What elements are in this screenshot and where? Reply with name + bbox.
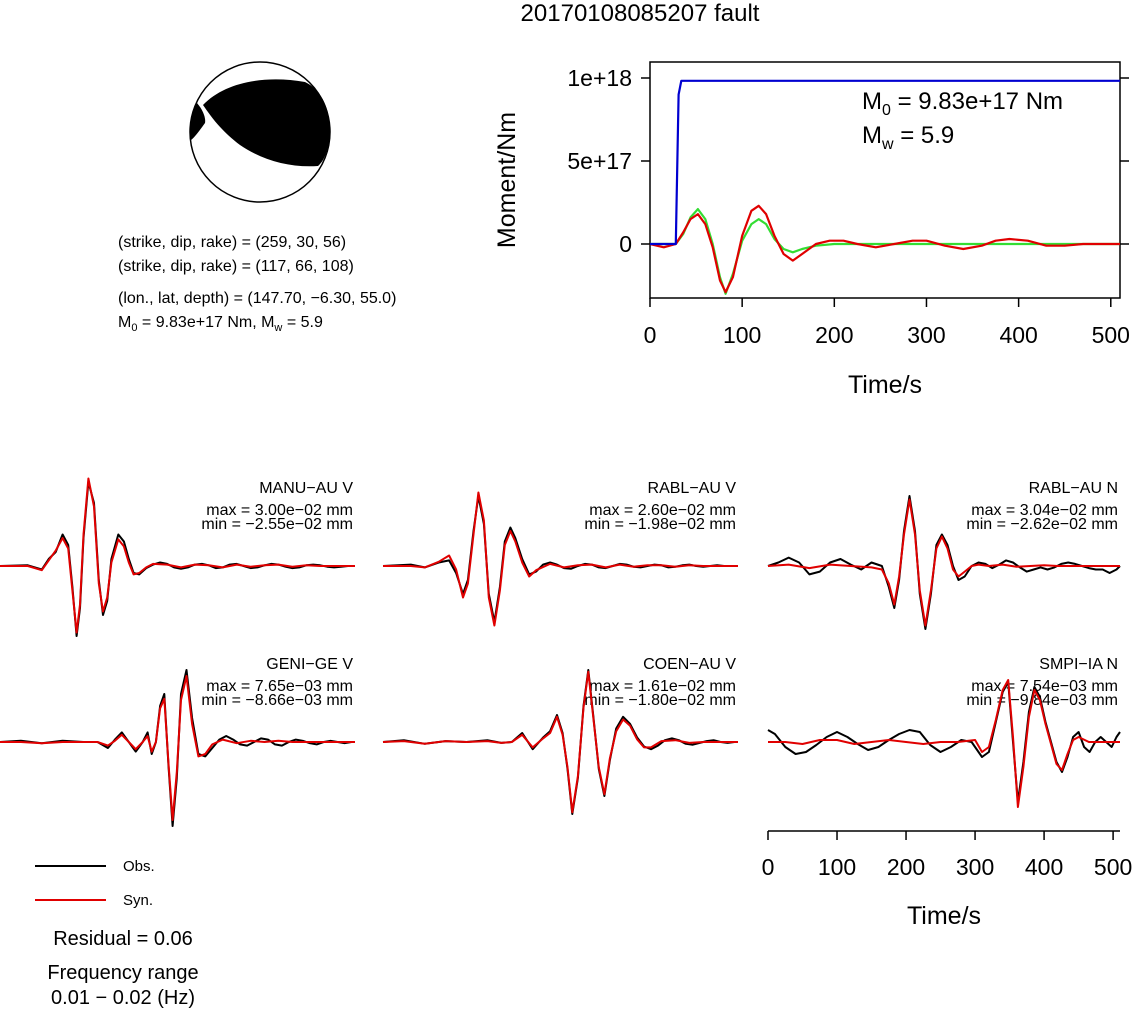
station-name: COEN−AU V	[643, 656, 736, 673]
waveform-time-axis: Time/s 0 100 200 300 400 500	[762, 830, 1132, 930]
station-min: min = −1.98e−02 mm	[584, 516, 736, 533]
station-max: max = 1.61e−02 mm	[589, 678, 736, 695]
waveform-x-tick-label: 400	[1025, 854, 1063, 880]
moment-rate-plot: 0 100 200 300 400 500 0 5e+17 1e+18 Time/s Mome…	[493, 61, 1130, 399]
station-min: min = −2.62e−02 mm	[966, 516, 1118, 533]
station-min: min = −9.84e−03 mm	[966, 692, 1118, 709]
moment-x-tick-label: 100	[723, 322, 761, 348]
mechanism-line-3: (lon., lat, depth) = (147.70, −6.30, 55.…	[118, 290, 396, 307]
mechanism-line-4: M0 = 9.83e+17 Nm, Mw = 5.9	[118, 314, 323, 334]
station-max: max = 7.65e−03 mm	[206, 678, 353, 695]
synthetic-trace	[382, 670, 738, 814]
station-name: SMPI−IA N	[1039, 656, 1118, 673]
moment-plot-xlabel: Time/s	[848, 371, 922, 399]
moment-annotation-m0: M0 = 9.83e+17 Nm	[862, 88, 1063, 119]
waveform-x-tick-label: 500	[1094, 854, 1132, 880]
legend-obs-label: Obs.	[123, 858, 155, 875]
synthetic-trace	[383, 491, 738, 627]
station-name: GENI−GE V	[266, 656, 353, 673]
station-min: min = −1.80e−02 mm	[584, 692, 736, 709]
moment-series-1	[650, 208, 1120, 295]
moment-x-tick-label: 0	[644, 322, 657, 348]
moment-annotation-mw: Mw = 5.9	[862, 122, 954, 153]
moment-y-tick-label: 5e+17	[567, 148, 632, 174]
synthetic-trace	[768, 679, 1120, 808]
synthetic-trace	[0, 477, 355, 634]
frequency-range-title: Frequency range	[47, 962, 198, 984]
station-max: max = 2.60e−02 mm	[589, 502, 736, 519]
waveform-xlabel: Time/s	[907, 902, 981, 930]
waveform-x-tick-label: 200	[887, 854, 925, 880]
moment-series-2	[649, 204, 1120, 294]
waveform-x-tick-label: 100	[818, 854, 856, 880]
residual-text: Residual = 0.06	[53, 928, 193, 950]
moment-y-tick-label: 0	[619, 231, 632, 257]
moment-x-tick-label: 200	[815, 322, 853, 348]
frequency-range-value: 0.01 − 0.02 (Hz)	[51, 987, 195, 1009]
beachball	[189, 61, 331, 203]
moment-x-tick-label: 500	[1092, 322, 1130, 348]
waveform-x-tick-label: 300	[956, 854, 994, 880]
station-name: MANU−AU V	[259, 480, 353, 497]
station-min: min = −8.66e−03 mm	[201, 692, 353, 709]
moment-plot-ylabel: Moment/Nm	[493, 112, 521, 248]
moment-y-tick-label: 1e+18	[567, 65, 632, 91]
station-name: RABL−AU N	[1029, 480, 1118, 497]
mechanism-info: (strike, dip, rake) = (259, 30, 56) (str…	[118, 234, 396, 334]
station-max: max = 3.04e−02 mm	[971, 502, 1118, 519]
moment-plot-frame	[649, 61, 1121, 299]
synthetic-trace	[767, 498, 1120, 627]
moment-series-0	[650, 79, 1120, 246]
station-max: max = 3.00e−02 mm	[206, 502, 353, 519]
moment-x-tick-label: 300	[907, 322, 945, 348]
moment-x-tick-label: 400	[999, 322, 1037, 348]
fit-info: Residual = 0.06 Frequency range 0.01 − 0…	[47, 928, 198, 1009]
figure-title: 20170108085207 fault	[521, 0, 760, 27]
moment-plot-series	[649, 79, 1120, 295]
beachball-compression-lobe-small	[190, 103, 206, 140]
mechanism-line-1: (strike, dip, rake) = (259, 30, 56)	[118, 234, 346, 251]
mechanism-line-2: (strike, dip, rake) = (117, 66, 108)	[118, 258, 354, 275]
station-name: RABL−AU V	[648, 480, 737, 497]
legend-syn-label: Syn.	[123, 892, 153, 909]
synthetic-trace	[0, 675, 355, 821]
legend: Obs. Syn.	[35, 858, 155, 909]
moment-plot-y-ticks: 0 5e+17 1e+18	[567, 65, 1129, 257]
moment-plot-x-ticks: 0 100 200 300 400 500	[644, 298, 1130, 348]
beachball-compression-lobe	[203, 79, 331, 167]
waveform-x-tick-label: 0	[762, 854, 775, 880]
station-min: min = −2.55e−02 mm	[201, 516, 353, 533]
